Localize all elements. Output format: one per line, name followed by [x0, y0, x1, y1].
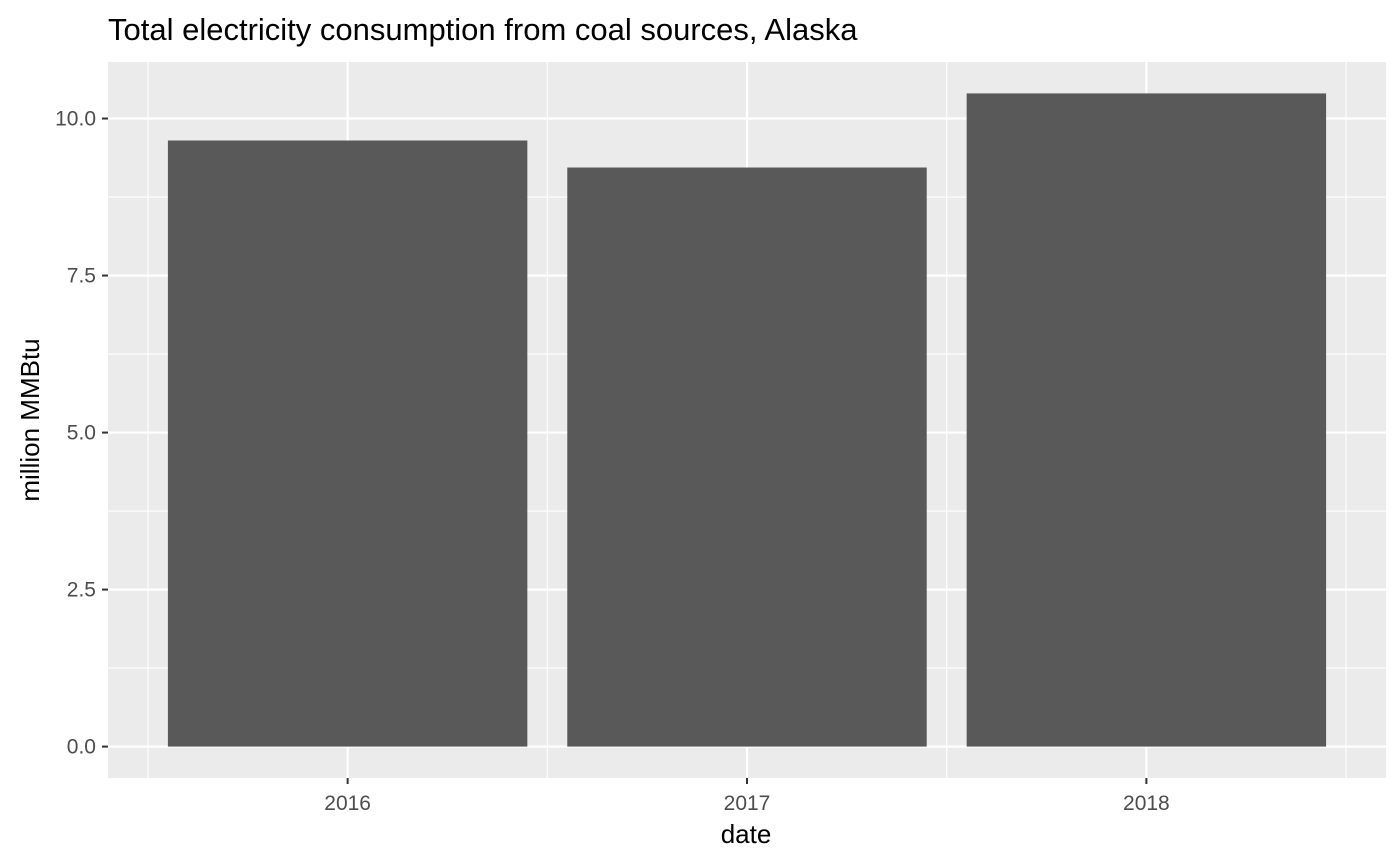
chart-title: Total electricity consumption from coal …: [108, 12, 858, 47]
x-axis-label: date: [721, 819, 772, 849]
bar-2017: [567, 167, 927, 747]
y-tick-label: 2.5: [67, 579, 96, 602]
x-tick-label: 2018: [1123, 792, 1170, 815]
x-tick-label: 2017: [724, 792, 771, 815]
bar-2018: [966, 93, 1327, 747]
bars: [167, 93, 1327, 747]
y-axis: 0.0 2.5 5.0 7.5 10.0: [55, 108, 108, 759]
x-axis: 2016 2017 2018: [324, 778, 1170, 815]
y-axis-label: million MMBtu: [15, 338, 45, 501]
y-tick-label: 5.0: [67, 422, 96, 445]
y-tick-label: 10.0: [55, 108, 96, 131]
x-tick-label: 2016: [324, 792, 371, 815]
bar-2016: [167, 140, 528, 747]
y-tick-label: 0.0: [67, 736, 96, 759]
y-tick-label: 7.5: [67, 265, 96, 288]
